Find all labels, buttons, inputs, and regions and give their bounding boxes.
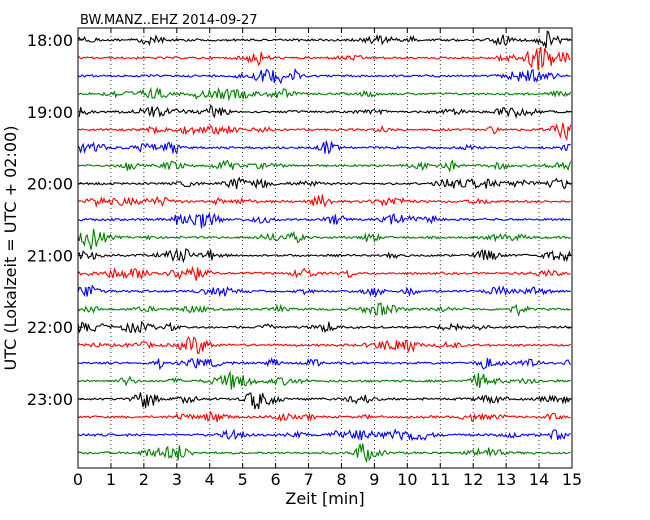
- x-tick-label: 10: [397, 470, 417, 489]
- seismogram-trace: [77, 443, 571, 464]
- seismogram-trace: [77, 302, 571, 317]
- seismogram-trace: [77, 428, 571, 442]
- x-tick-label: 7: [303, 470, 313, 489]
- x-tick-label: 8: [336, 470, 346, 489]
- x-tick-label: 2: [139, 470, 149, 489]
- seismogram-trace: [77, 212, 571, 229]
- y-tick-label: 22:00: [27, 318, 73, 337]
- x-tick-label: 15: [562, 470, 582, 489]
- seismogram-trace: [77, 30, 571, 49]
- x-axis-ticks: 0 1 2 3 4 5 6 7 8 9 10 11 12 13 14 15: [73, 28, 582, 489]
- y-axis-label: UTC (Lokalzeit = UTC + 02:00): [1, 126, 20, 371]
- seismogram-trace: [77, 370, 571, 390]
- seismogram-trace: [77, 265, 571, 281]
- y-tick-label: 23:00: [27, 390, 73, 409]
- seismogram-trace: [77, 248, 572, 264]
- x-tick-label: 1: [106, 470, 116, 489]
- y-tick-label: 19:00: [27, 103, 73, 122]
- seismogram-trace: [77, 194, 571, 208]
- y-axis-ticks: 18:00 19:00 20:00 21:00 22:00 23:00: [27, 31, 572, 409]
- x-tick-label: 3: [172, 470, 182, 489]
- x-tick-label: 9: [369, 470, 379, 489]
- seismogram-trace: [77, 67, 571, 85]
- seismogram-trace: [77, 284, 572, 299]
- y-tick-label: 18:00: [27, 31, 73, 50]
- chart-title: BW.MANZ..EHZ 2014-09-27: [80, 13, 258, 28]
- x-tick-label: 11: [430, 470, 450, 489]
- seismogram-trace: [77, 46, 571, 71]
- x-tick-label: 14: [529, 470, 549, 489]
- x-tick-label: 12: [463, 470, 483, 489]
- x-tick-label: 5: [238, 470, 248, 489]
- y-tick-label: 20:00: [27, 175, 73, 194]
- seismogram-trace: [77, 122, 572, 142]
- seismogram-traces: [77, 30, 572, 464]
- x-tick-label: 4: [205, 470, 215, 489]
- x-tick-label: 0: [73, 470, 83, 489]
- seismogram-trace: [77, 140, 571, 155]
- x-tick-label: 6: [271, 470, 281, 489]
- x-tick-label: 13: [496, 470, 516, 489]
- seismogram-trace: [77, 228, 572, 250]
- seismogram-trace: [78, 159, 572, 173]
- plot-frame: [77, 27, 573, 469]
- y-tick-label: 21:00: [27, 246, 73, 265]
- seismogram-trace: [77, 336, 571, 355]
- seismogram-trace: [77, 320, 571, 334]
- x-axis-label: Zeit [min]: [285, 489, 364, 508]
- seismogram-trace: [77, 410, 571, 423]
- seismogram-trace: [77, 392, 572, 410]
- seismogram-trace: [77, 86, 572, 102]
- seismogram-trace: [77, 104, 571, 120]
- seismogram-trace: [77, 176, 572, 190]
- seismogram-trace: [77, 356, 572, 371]
- grid-lines: [110, 28, 540, 468]
